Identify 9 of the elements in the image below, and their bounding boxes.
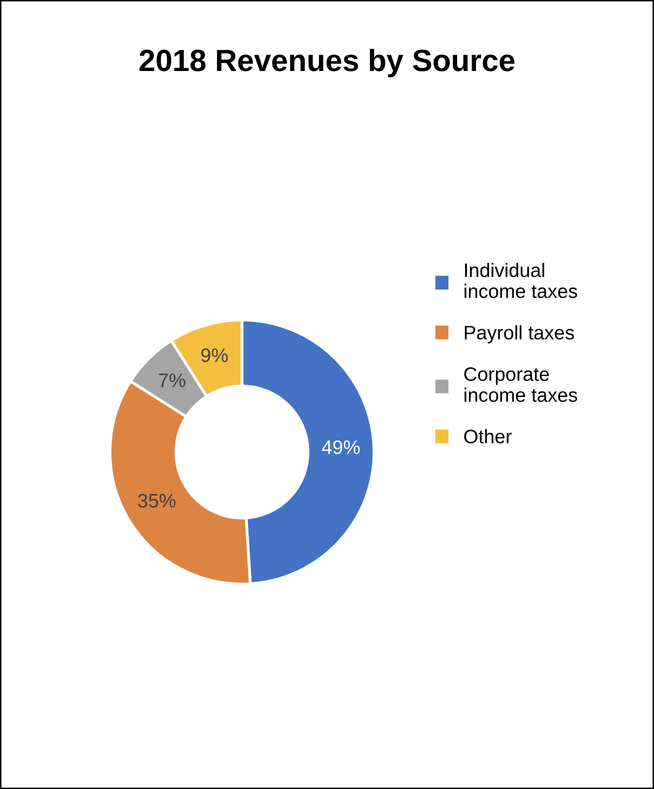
legend-label: Individual income taxes [464,262,578,298]
data-label: 35% [138,494,176,508]
legend-label: Other [464,429,512,444]
legend-label: Corporate income taxes [464,367,578,402]
data-label: 49% [322,440,360,454]
chart-title: 2018 Revenues by Source [140,48,514,78]
data-label: 7% [158,374,186,388]
legend-label: Payroll taxes [464,325,574,344]
data-label: 9% [201,348,228,362]
